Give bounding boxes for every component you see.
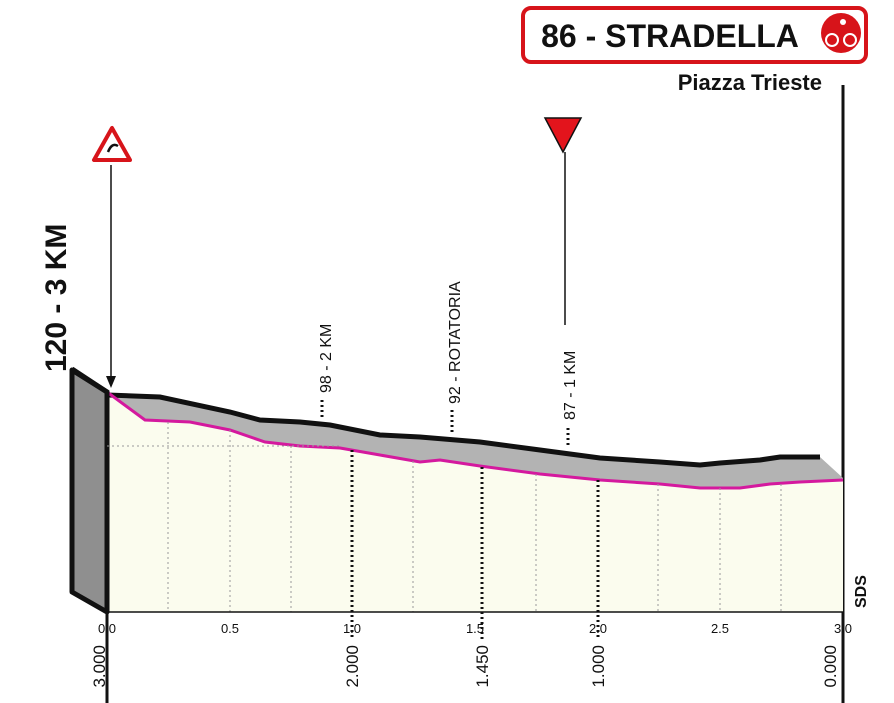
km-tick-label: 2.0 xyxy=(589,621,607,636)
title-box xyxy=(521,6,868,64)
finish-icon xyxy=(821,13,861,53)
distance-label: 0.000 xyxy=(821,645,840,688)
flamme-rouge xyxy=(543,117,583,154)
km-ticks: 0.0 0.5 1.0 1.5 2.0 2.5 3.0 xyxy=(98,621,852,636)
km-tick-label: 0.0 xyxy=(98,621,116,636)
waypoint-label: 92 - ROTATORIA xyxy=(447,281,464,404)
distance-label: 1.450 xyxy=(473,645,492,688)
start-label: 120 - 3 KM xyxy=(40,224,73,372)
pointer-head xyxy=(106,376,116,388)
km-tick-label: 3.0 xyxy=(834,621,852,636)
curve-icon xyxy=(106,143,119,153)
km-markers xyxy=(320,400,600,640)
warning-sign xyxy=(92,126,132,162)
waypoint-label: 98 - 2 KM xyxy=(318,324,335,393)
km-tick-label: 2.5 xyxy=(711,621,729,636)
icon-head xyxy=(840,19,846,25)
icon-wheel xyxy=(843,33,857,47)
icon-wheel xyxy=(825,33,839,47)
distance-label: 3.000 xyxy=(90,645,109,688)
distance-labels: 3.000 2.000 1.450 1.000 0.000 xyxy=(90,645,840,688)
waypoint-label: 87 - 1 KM xyxy=(562,351,579,420)
grid xyxy=(107,422,782,612)
start-wall xyxy=(69,367,110,615)
distance-label: 2.000 xyxy=(343,645,362,688)
km-tick-label: 0.5 xyxy=(221,621,239,636)
subtitle: Piazza Trieste xyxy=(678,70,822,95)
profile-edge xyxy=(70,366,820,468)
logo: SDS xyxy=(853,575,870,608)
title: 86 - STRADELLA xyxy=(541,18,799,54)
distance-label: 1.000 xyxy=(589,645,608,688)
km-tick-label: 1.5 xyxy=(466,621,484,636)
km-tick-label: 1.0 xyxy=(343,621,361,636)
